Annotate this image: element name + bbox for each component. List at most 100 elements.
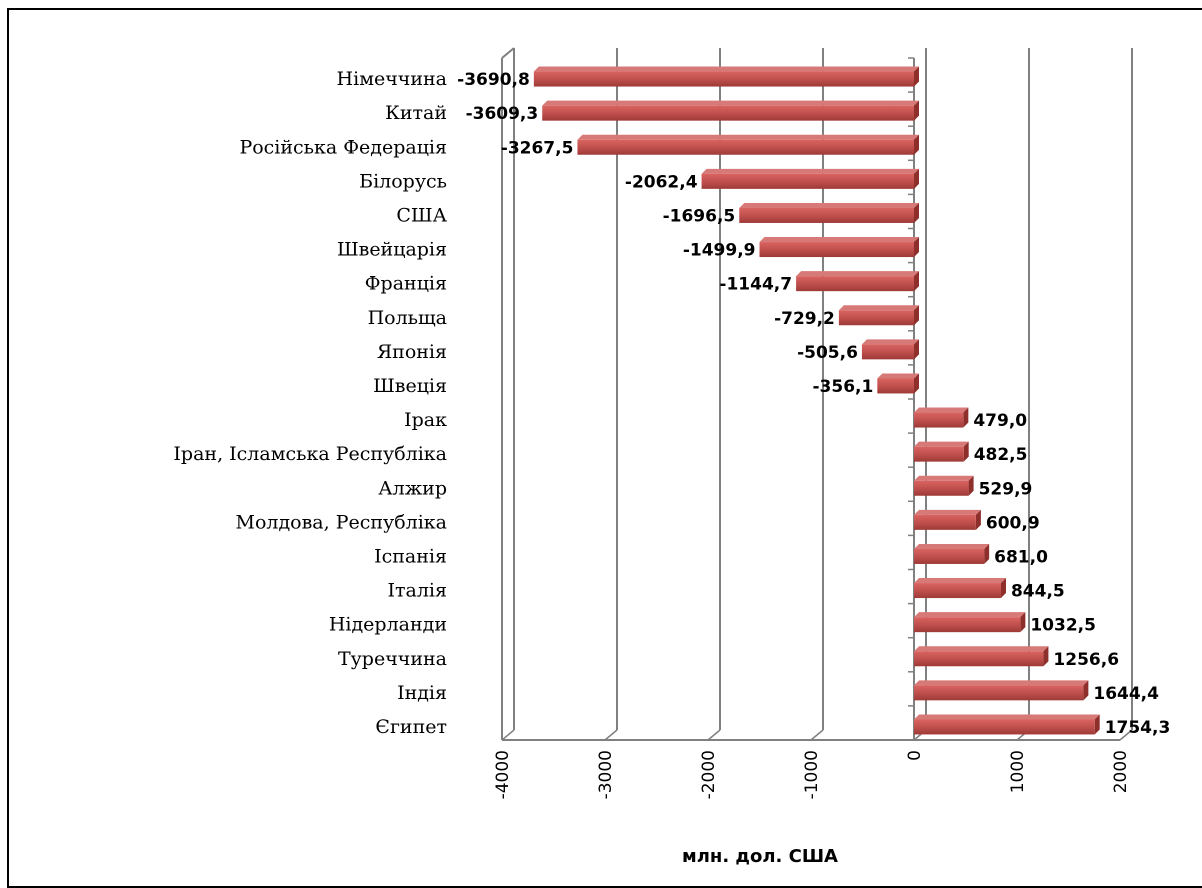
value-label: -3690,8: [457, 70, 530, 90]
category-label: Індія: [397, 682, 447, 704]
category-label: Російська Федерація: [239, 136, 447, 158]
bar-side: [914, 134, 919, 155]
category-label: Франція: [365, 273, 447, 295]
value-label: -3267,5: [501, 138, 574, 158]
value-label: 1644,4: [1093, 684, 1159, 704]
bar-side: [1020, 612, 1026, 633]
bar-top: [533, 66, 919, 72]
bar: [914, 548, 985, 564]
value-label: -729,2: [774, 309, 835, 329]
category-label: Китай: [385, 102, 447, 124]
value-label: -3609,3: [466, 104, 539, 124]
x-axis-title: млн. дол. США: [682, 846, 838, 867]
bar-side: [1083, 680, 1089, 701]
bar: [914, 480, 969, 496]
category-label: Нідерланди: [329, 614, 447, 636]
x-tick-label: -1000: [802, 750, 822, 799]
bar-top: [914, 680, 1089, 686]
bar-side: [914, 66, 919, 87]
bar-top: [542, 100, 919, 106]
x-tick-label: -3000: [596, 750, 616, 799]
bar-top: [759, 237, 919, 243]
bar: [759, 242, 914, 258]
bar: [796, 276, 914, 292]
x-tick-label: 0: [905, 750, 925, 761]
bar-top: [914, 612, 1026, 618]
value-label: 1256,6: [1053, 650, 1119, 670]
bar-side: [914, 168, 919, 189]
value-label: -505,6: [797, 343, 858, 363]
category-label: Німеччина: [337, 68, 447, 90]
bar: [542, 105, 914, 121]
bar-top: [914, 441, 969, 447]
bar: [739, 207, 914, 223]
bar-side: [1094, 714, 1100, 735]
bar: [914, 412, 964, 428]
value-label: 1754,3: [1105, 718, 1171, 738]
bar-top: [914, 509, 981, 515]
value-label: 600,9: [986, 513, 1040, 533]
bar: [914, 685, 1084, 701]
bar-top: [914, 714, 1100, 720]
bar-side: [914, 202, 919, 223]
category-label: Ірак: [404, 409, 447, 431]
category-label: Іран, Ісламська Республіка: [173, 443, 447, 465]
bar-side: [914, 271, 919, 292]
bar: [914, 617, 1021, 633]
category-label: Туреччина: [338, 648, 447, 670]
bars: [533, 66, 1100, 735]
bar-top: [877, 373, 919, 379]
category-label: Швеція: [373, 375, 447, 397]
bar: [861, 344, 914, 360]
x-tick-label: -4000: [493, 750, 513, 799]
bar-side: [984, 543, 990, 564]
value-label: 482,5: [974, 445, 1028, 465]
bar-top: [838, 305, 919, 311]
bar-side: [975, 509, 981, 530]
bar: [838, 310, 914, 326]
value-label: 681,0: [994, 547, 1048, 567]
bar-top: [914, 578, 1006, 584]
bar-side: [963, 407, 969, 428]
category-label: Італія: [388, 580, 447, 602]
labels: -4000 -3000 -2000 -1000 0 1000 2000 Німеччина -3…: [173, 68, 1170, 799]
bar-top: [577, 134, 919, 140]
bar-side: [914, 373, 919, 394]
bar-top: [739, 202, 919, 208]
grid-line-foot: [810, 729, 824, 741]
bar-top: [796, 271, 919, 277]
bar-top: [914, 475, 974, 481]
grid-line-foot: [501, 729, 515, 741]
bar: [701, 173, 914, 189]
bar-side: [963, 441, 969, 462]
value-label: -1499,9: [683, 241, 756, 261]
x-tick-label: 2000: [1111, 750, 1131, 793]
bar: [533, 71, 914, 87]
value-label: -2062,4: [625, 172, 698, 192]
category-label: Японія: [377, 341, 447, 363]
bar-side: [914, 339, 919, 360]
category-label: Білорусь: [359, 170, 447, 192]
bar-side: [1000, 578, 1006, 599]
bar-side: [914, 305, 919, 326]
bar: [914, 719, 1095, 735]
value-label: 844,5: [1011, 582, 1065, 602]
bar: [577, 139, 914, 155]
x-tick-label: 1000: [1008, 750, 1028, 793]
bar-side: [914, 237, 919, 258]
category-label: Алжир: [378, 477, 447, 499]
value-label: -1696,5: [663, 206, 736, 226]
value-label: 529,9: [979, 479, 1033, 499]
value-label: -1144,7: [719, 275, 792, 295]
bar-top: [914, 646, 1049, 652]
value-label: -356,1: [812, 377, 873, 397]
category-label: США: [396, 204, 447, 226]
bar-top: [914, 543, 990, 549]
category-label: Швейцарія: [337, 239, 447, 261]
grid-line-foot: [707, 729, 721, 741]
category-label: Іспанія: [374, 545, 447, 567]
category-label: Єгипет: [375, 716, 447, 738]
x-tick-label: -2000: [699, 750, 719, 799]
value-label: 479,0: [973, 411, 1027, 431]
